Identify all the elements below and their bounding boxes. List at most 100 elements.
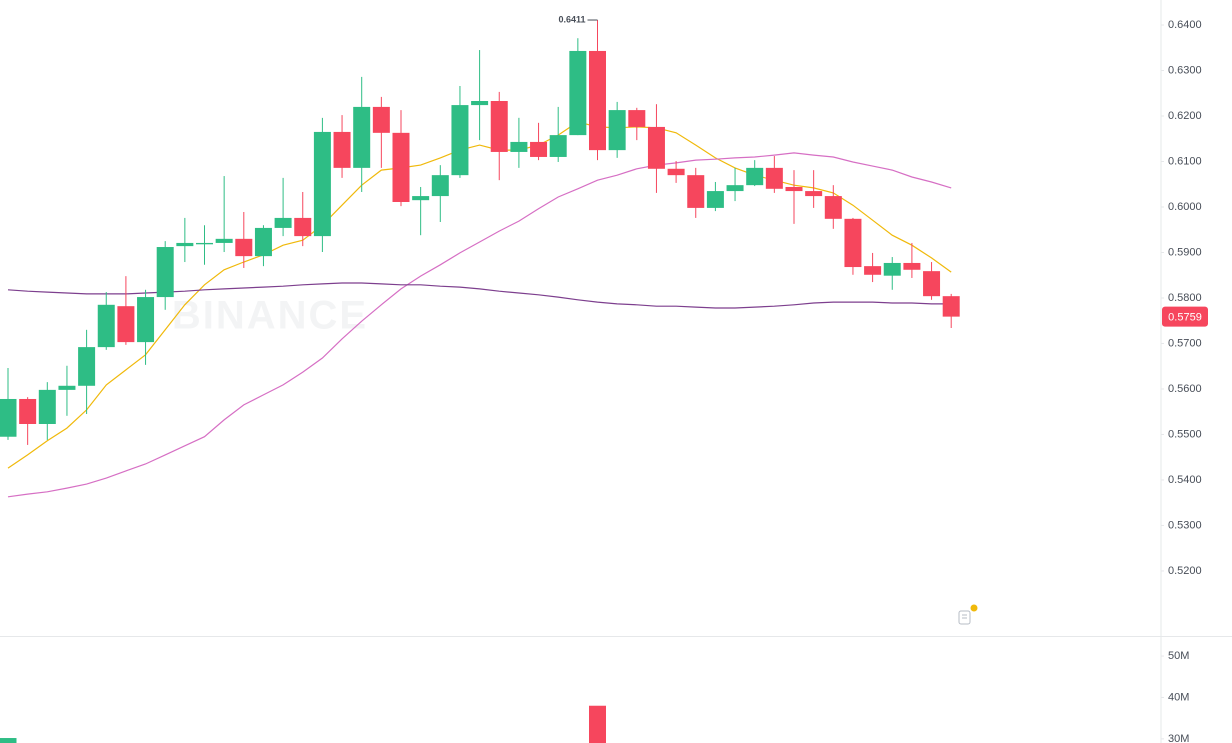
candle-body	[431, 175, 449, 197]
candle	[883, 257, 901, 290]
candle-body	[38, 389, 56, 424]
candle-body	[97, 304, 115, 348]
candle-body	[923, 271, 941, 297]
candle	[471, 50, 489, 141]
candle	[333, 115, 351, 178]
y-tick-label: 0.5800	[1168, 292, 1202, 304]
candle	[549, 106, 567, 162]
candle-body	[667, 168, 685, 176]
candle-body	[0, 398, 17, 437]
volume-bar	[0, 738, 17, 743]
candle	[0, 368, 17, 440]
candle-body	[58, 385, 76, 390]
candle	[942, 293, 960, 329]
candle-body	[844, 218, 862, 268]
y-tick-label: 0.5200	[1168, 565, 1202, 577]
candle	[844, 217, 862, 275]
candle	[372, 96, 390, 168]
moving-average-line	[7, 152, 952, 498]
volume-bar	[589, 705, 606, 743]
candle-body	[156, 247, 174, 298]
candle-body	[333, 131, 351, 168]
candle-body	[765, 167, 783, 189]
candle-body	[726, 185, 744, 192]
candle	[235, 212, 253, 268]
candle-body	[254, 227, 272, 257]
candle	[412, 186, 430, 236]
candle-body	[176, 242, 194, 247]
y-tick-label: 0.5600	[1168, 383, 1202, 395]
candle-body	[706, 191, 724, 208]
candle-body	[392, 132, 410, 202]
candle	[746, 160, 764, 187]
last-price-box	[1162, 306, 1208, 327]
candle-body	[530, 141, 548, 157]
candle	[431, 165, 449, 223]
candle	[58, 365, 76, 416]
candle	[490, 91, 508, 181]
high-annotation: 0.6411	[558, 14, 585, 24]
candle	[313, 117, 331, 253]
candle	[353, 76, 371, 192]
volume-tick-label: 30M	[1168, 733, 1189, 743]
candle	[589, 20, 606, 161]
candle	[530, 122, 548, 161]
candle	[117, 276, 135, 345]
candle	[451, 85, 469, 178]
candle-body	[274, 217, 292, 228]
y-tick-label: 0.5900	[1168, 246, 1202, 258]
candle	[706, 181, 724, 212]
candle	[687, 167, 705, 218]
y-tick-label: 0.6000	[1168, 201, 1202, 213]
last-price-label: 0.5759	[1168, 312, 1202, 324]
candle-body	[805, 191, 823, 197]
y-tick-label: 0.6400	[1168, 19, 1202, 31]
candle	[215, 176, 233, 253]
y-tick-label: 0.5500	[1168, 428, 1202, 440]
candle	[903, 242, 921, 278]
candle	[78, 329, 96, 414]
candle	[667, 161, 685, 183]
candle-body	[510, 141, 528, 152]
candle	[569, 38, 587, 136]
candle-body	[196, 242, 213, 245]
y-tick-label: 0.6100	[1168, 155, 1202, 167]
candle-body	[883, 262, 901, 276]
candle-body	[647, 126, 665, 169]
y-tick-label: 0.5700	[1168, 337, 1202, 349]
candle-body	[471, 100, 489, 106]
candle-body	[942, 296, 960, 317]
candle-body	[412, 196, 430, 201]
y-tick-label: 0.5400	[1168, 474, 1202, 486]
candle	[254, 225, 272, 267]
candle-body	[235, 238, 253, 257]
candle-body	[215, 238, 233, 243]
candle-body	[490, 100, 508, 152]
candle-body	[785, 186, 803, 192]
candle-body	[313, 131, 331, 237]
candle	[196, 225, 213, 265]
candle	[38, 382, 56, 440]
candle	[805, 170, 823, 208]
candle	[392, 110, 410, 207]
candle	[765, 156, 783, 193]
y-tick-label: 0.5300	[1168, 519, 1202, 531]
candle-body	[294, 217, 312, 237]
candle	[647, 104, 665, 193]
candle	[294, 191, 312, 247]
candle	[510, 117, 528, 168]
candle-body	[78, 347, 96, 386]
volume-tick-label: 50M	[1168, 650, 1189, 662]
y-tick-label: 0.6300	[1168, 64, 1202, 76]
candle	[176, 217, 194, 263]
watermark: BINANCE	[172, 294, 368, 338]
candle-body	[903, 262, 921, 270]
candle	[608, 101, 626, 158]
candle-body	[137, 297, 155, 343]
candle-body	[19, 398, 37, 424]
event-icon	[958, 604, 978, 625]
candle	[19, 397, 37, 445]
candle-body	[687, 175, 705, 208]
